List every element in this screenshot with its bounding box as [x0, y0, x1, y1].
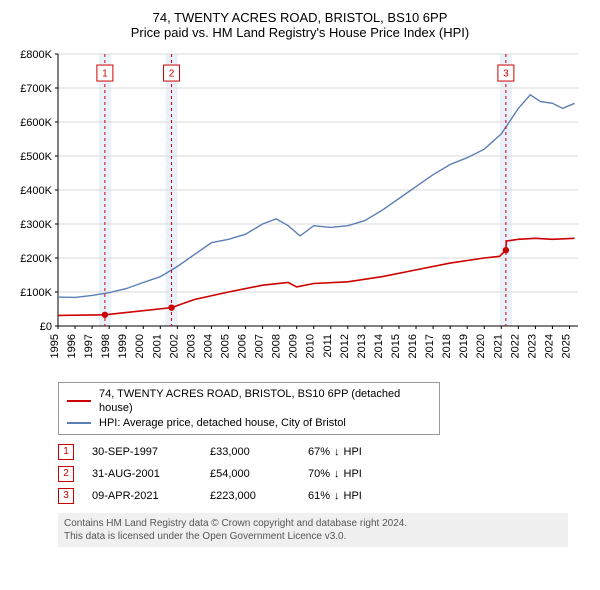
event-hpi-label: HPI: [344, 446, 362, 458]
svg-text:2007: 2007: [254, 334, 266, 358]
events-table: 1 30-SEP-1997 £33,000 67% ↓ HPI 2 31-AUG…: [58, 441, 568, 507]
svg-text:2004: 2004: [202, 334, 214, 358]
svg-text:2020: 2020: [475, 334, 487, 358]
svg-text:2025: 2025: [560, 334, 572, 358]
legend-label: HPI: Average price, detached house, City…: [99, 416, 346, 430]
svg-text:1: 1: [102, 69, 108, 80]
svg-text:£200K: £200K: [20, 253, 52, 265]
event-date: 09-APR-2021: [92, 490, 192, 502]
svg-text:2021: 2021: [492, 334, 504, 358]
svg-text:1995: 1995: [49, 334, 61, 358]
attribution-line: Contains HM Land Registry data © Crown c…: [64, 517, 562, 530]
svg-text:2017: 2017: [424, 334, 436, 358]
svg-text:2002: 2002: [168, 334, 180, 358]
svg-text:2023: 2023: [526, 334, 538, 358]
event-price: £54,000: [210, 468, 290, 480]
legend-swatch: [67, 400, 91, 402]
arrow-down-icon: ↓: [334, 490, 340, 502]
svg-text:£100K: £100K: [20, 287, 52, 299]
svg-text:1996: 1996: [66, 334, 78, 358]
svg-text:£500K: £500K: [20, 151, 52, 163]
chart-title-block: 74, TWENTY ACRES ROAD, BRISTOL, BS10 6PP…: [12, 10, 588, 46]
event-hpi-pct: 61%: [308, 490, 330, 502]
legend-swatch: [67, 422, 91, 424]
legend: 74, TWENTY ACRES ROAD, BRISTOL, BS10 6PP…: [58, 382, 440, 435]
svg-text:2016: 2016: [407, 334, 419, 358]
event-num: 1: [63, 446, 69, 457]
svg-text:£600K: £600K: [20, 117, 52, 129]
event-hpi: 67% ↓ HPI: [308, 446, 362, 458]
svg-text:£300K: £300K: [20, 219, 52, 231]
svg-text:2012: 2012: [339, 334, 351, 358]
event-num: 2: [63, 468, 69, 479]
svg-text:2003: 2003: [185, 334, 197, 358]
chart-svg: £0 £100K £200K £300K £400K £500K £600K £700K £80…: [12, 46, 588, 376]
svg-text:2: 2: [169, 69, 175, 80]
svg-text:2009: 2009: [288, 334, 300, 358]
event-row: 1 30-SEP-1997 £33,000 67% ↓ HPI: [58, 441, 568, 463]
legend-label: 74, TWENTY ACRES ROAD, BRISTOL, BS10 6PP…: [99, 387, 431, 416]
attribution: Contains HM Land Registry data © Crown c…: [58, 513, 568, 547]
svg-text:2006: 2006: [237, 334, 249, 358]
arrow-down-icon: ↓: [334, 468, 340, 480]
event-badge: 3: [58, 488, 74, 504]
event-hpi-label: HPI: [344, 468, 362, 480]
svg-text:1997: 1997: [83, 334, 95, 358]
event-hpi-pct: 70%: [308, 468, 330, 480]
event-num: 3: [63, 490, 69, 501]
svg-text:£700K: £700K: [20, 83, 52, 95]
chart: £0 £100K £200K £300K £400K £500K £600K £700K £80…: [12, 46, 588, 376]
attribution-line: This data is licensed under the Open Gov…: [64, 530, 562, 543]
svg-text:1999: 1999: [117, 334, 129, 358]
svg-text:2008: 2008: [271, 334, 283, 358]
arrow-down-icon: ↓: [334, 446, 340, 458]
svg-text:2005: 2005: [219, 334, 231, 358]
svg-text:£800K: £800K: [20, 49, 52, 61]
event-date: 31-AUG-2001: [92, 468, 192, 480]
svg-text:2024: 2024: [543, 334, 555, 358]
page: 74, TWENTY ACRES ROAD, BRISTOL, BS10 6PP…: [0, 0, 600, 590]
svg-text:£0: £0: [40, 321, 52, 333]
legend-item: HPI: Average price, detached house, City…: [67, 416, 431, 430]
svg-text:2000: 2000: [134, 334, 146, 358]
svg-text:2018: 2018: [441, 334, 453, 358]
svg-text:2013: 2013: [356, 334, 368, 358]
event-row: 2 31-AUG-2001 £54,000 70% ↓ HPI: [58, 463, 568, 485]
svg-text:2014: 2014: [373, 334, 385, 358]
svg-text:2001: 2001: [151, 334, 163, 358]
svg-text:2022: 2022: [509, 334, 521, 358]
event-hpi-pct: 67%: [308, 446, 330, 458]
event-badge: 1: [58, 444, 74, 460]
svg-text:2010: 2010: [305, 334, 317, 358]
svg-text:£400K: £400K: [20, 185, 52, 197]
event-price: £223,000: [210, 490, 290, 502]
event-date: 30-SEP-1997: [92, 446, 192, 458]
chart-title-address: 74, TWENTY ACRES ROAD, BRISTOL, BS10 6PP: [12, 10, 588, 25]
event-price: £33,000: [210, 446, 290, 458]
event-badge: 2: [58, 466, 74, 482]
svg-text:3: 3: [503, 69, 509, 80]
svg-text:2015: 2015: [390, 334, 402, 358]
svg-text:1998: 1998: [100, 334, 112, 358]
svg-text:2011: 2011: [322, 334, 334, 358]
event-hpi: 61% ↓ HPI: [308, 490, 362, 502]
event-hpi: 70% ↓ HPI: [308, 468, 362, 480]
legend-item: 74, TWENTY ACRES ROAD, BRISTOL, BS10 6PP…: [67, 387, 431, 416]
event-hpi-label: HPI: [344, 490, 362, 502]
chart-title-subtitle: Price paid vs. HM Land Registry's House …: [12, 25, 588, 40]
svg-text:2019: 2019: [458, 334, 470, 358]
event-row: 3 09-APR-2021 £223,000 61% ↓ HPI: [58, 485, 568, 507]
